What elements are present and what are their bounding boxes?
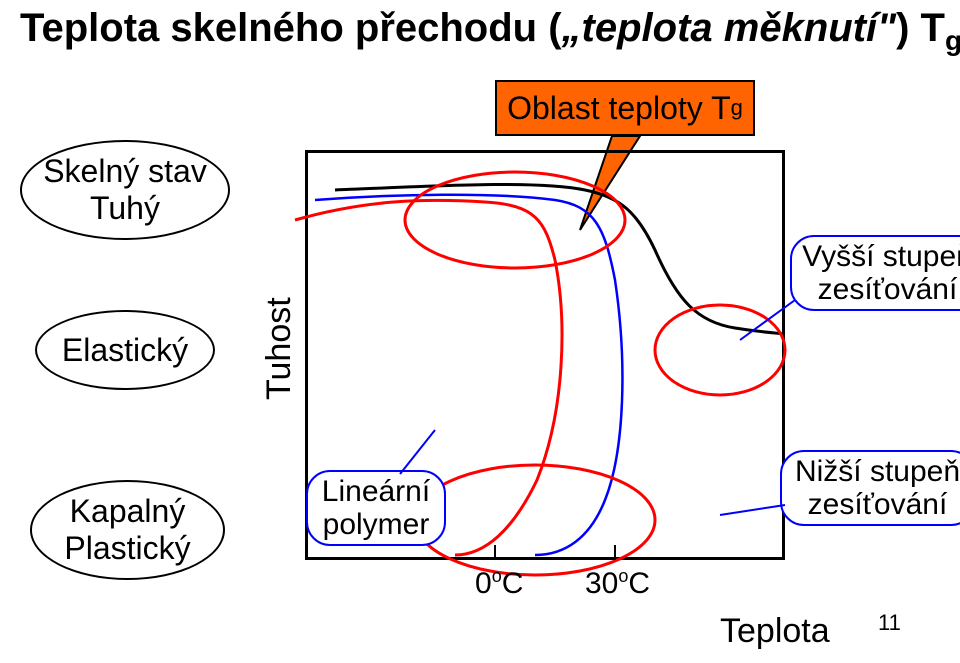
x-tick-label: 30oC: [585, 566, 650, 601]
annotation-ellipse: [655, 305, 785, 395]
x-axis-title: Teplota: [720, 612, 830, 651]
region-callout-sub: g: [731, 95, 743, 121]
annotation-ellipse: [405, 172, 625, 268]
title-italic: „teplota měknutí": [562, 6, 897, 50]
region-callout-text: Oblast teploty T: [507, 90, 731, 127]
x-tick-label: 0oC: [475, 566, 523, 601]
speech-bubble-nizsi: Nižší stupeňzesíťování: [780, 450, 960, 526]
title-post: ) T: [896, 6, 945, 50]
title-pre: Teplota skelného přechodu (: [20, 6, 562, 50]
state-ellipse-skelny: Skelný stavTuhý: [20, 140, 230, 240]
title-sub: g: [945, 25, 960, 56]
state-ellipse-elasticky: Elastický: [35, 310, 215, 390]
slide-title: Teplota skelného přechodu („teplota měkn…: [20, 6, 960, 57]
y-axis-label: Tuhost: [260, 297, 299, 400]
page-number: 11: [878, 610, 901, 636]
speech-bubble-linearni: Lineárnípolymer: [306, 470, 446, 546]
state-ellipse-kapalny: KapalnýPlastický: [30, 480, 225, 580]
region-callout-box: Oblast teploty Tg: [495, 80, 755, 136]
speech-bubble-vyssi: Vyšší stupeňzesíťování: [790, 235, 960, 311]
